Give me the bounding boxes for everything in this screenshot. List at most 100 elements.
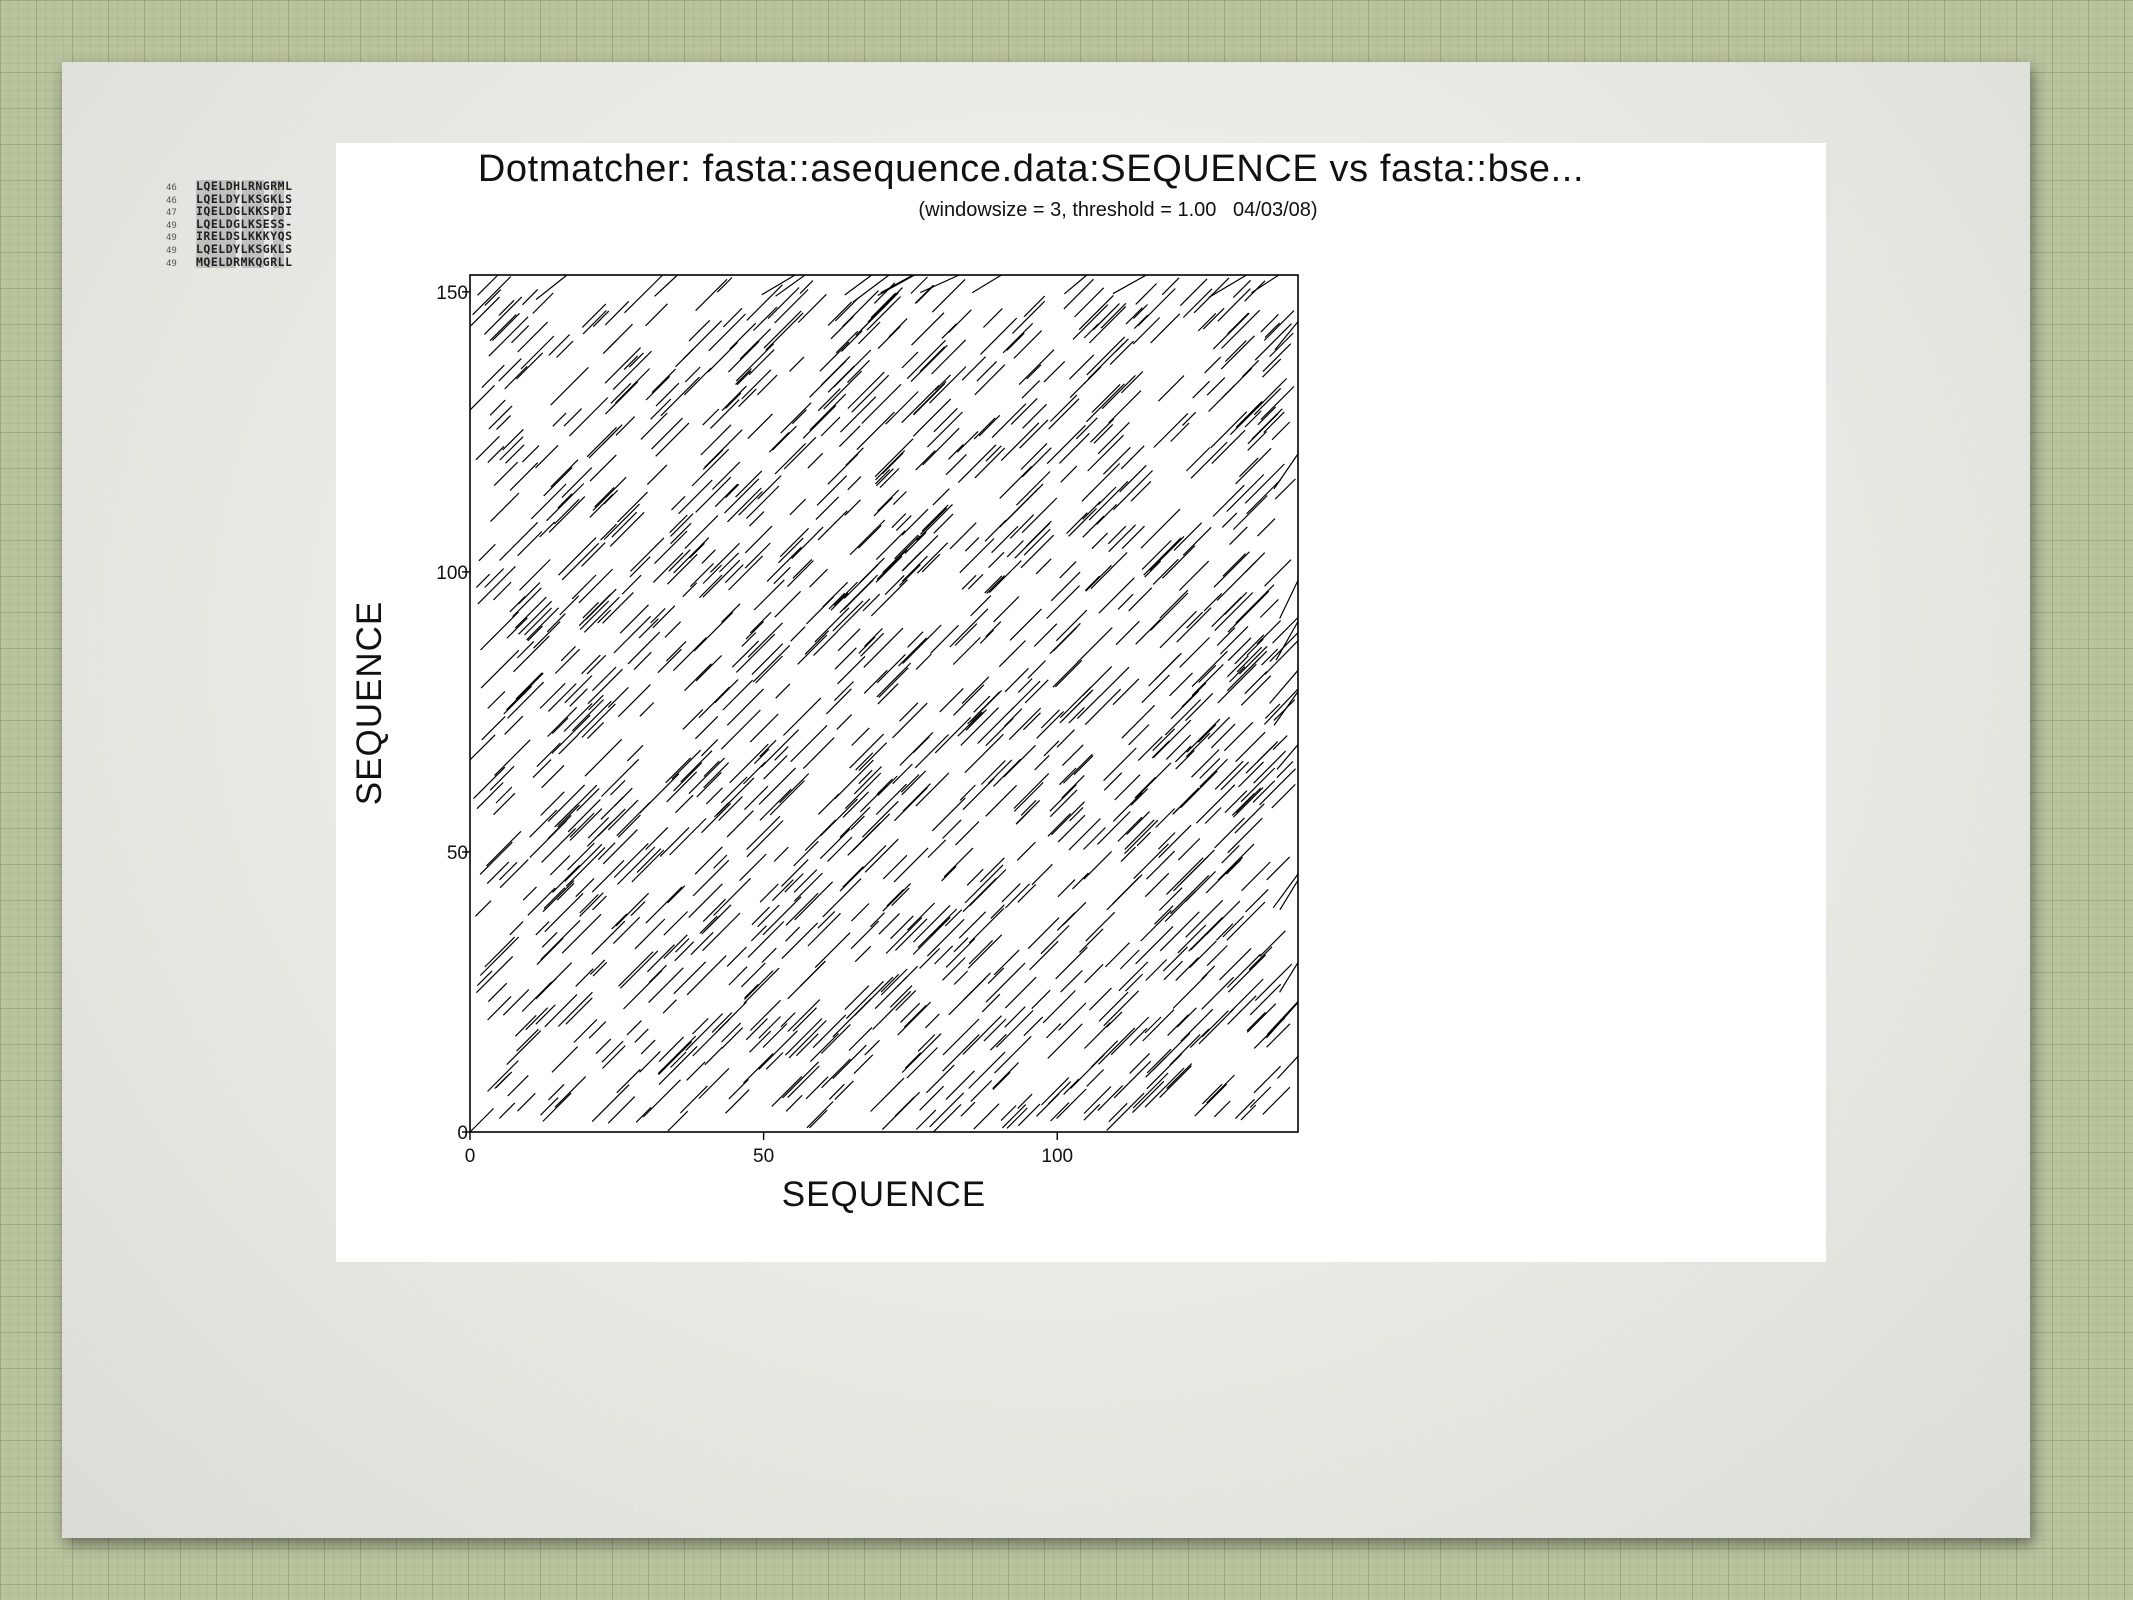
match-segments xyxy=(469,274,1299,1133)
match-segment xyxy=(540,919,581,961)
match-segment xyxy=(704,429,743,468)
match-segment xyxy=(839,867,864,892)
match-segment xyxy=(759,788,792,821)
match-segment xyxy=(509,595,526,613)
match-segment xyxy=(517,531,543,557)
match-segment xyxy=(926,918,965,957)
match-segment xyxy=(837,655,866,685)
match-segment xyxy=(1019,419,1049,449)
alignment-row: 46 LQELDHLRNGRML xyxy=(166,180,336,193)
match-segment xyxy=(912,398,952,437)
match-segment xyxy=(839,574,879,614)
match-segment xyxy=(759,739,777,758)
match-segment xyxy=(481,715,506,741)
match-segment xyxy=(1083,850,1113,880)
match-segment xyxy=(872,990,912,1030)
match-segment xyxy=(931,339,967,375)
match-segment xyxy=(595,1038,612,1055)
match-segment xyxy=(498,358,522,382)
match-segment xyxy=(1269,632,1299,663)
match-segment xyxy=(575,877,595,898)
match-segment xyxy=(529,820,568,859)
match-segment xyxy=(995,1009,1034,1048)
match-segment xyxy=(949,608,989,648)
match-segment xyxy=(1006,1107,1028,1129)
match-segment xyxy=(1276,744,1299,770)
match-segment xyxy=(511,325,530,344)
match-segment xyxy=(968,907,1005,944)
match-segment xyxy=(1197,312,1217,332)
match-segment xyxy=(543,887,566,910)
match-segment xyxy=(1137,736,1163,762)
match-segment xyxy=(621,574,642,595)
alignment-row-number: 49 xyxy=(166,258,177,269)
match-segment xyxy=(1000,1105,1017,1122)
match-segment xyxy=(893,787,928,822)
match-segment xyxy=(477,565,516,605)
match-segment xyxy=(1046,585,1080,619)
match-segment xyxy=(575,968,594,987)
match-segment xyxy=(1066,512,1088,534)
match-segment xyxy=(589,959,606,975)
match-segment xyxy=(1186,718,1221,753)
match-segment xyxy=(696,771,722,798)
match-segment xyxy=(910,276,928,294)
y-axis-label: SEQUENCE xyxy=(350,601,389,805)
match-segment xyxy=(579,894,599,914)
match-segment xyxy=(878,913,900,935)
match-segment xyxy=(1010,680,1041,711)
match-segment xyxy=(986,575,1006,594)
match-segment xyxy=(836,598,871,633)
match-segment xyxy=(1248,946,1273,971)
match-segment xyxy=(1227,637,1252,662)
match-segment xyxy=(1216,923,1234,941)
match-segment xyxy=(1214,817,1245,849)
match-segment xyxy=(1059,561,1077,579)
match-segment xyxy=(915,450,936,471)
match-segment xyxy=(720,776,748,804)
match-segment xyxy=(684,663,712,692)
match-segment xyxy=(773,846,789,862)
match-segment xyxy=(544,994,578,1028)
match-segment xyxy=(1275,621,1299,661)
match-segment xyxy=(541,931,558,948)
match-segment xyxy=(569,812,595,838)
match-segment xyxy=(487,445,505,464)
match-segment xyxy=(782,1061,820,1099)
match-segment xyxy=(714,483,739,508)
match-segment xyxy=(890,915,914,940)
match-segment xyxy=(724,478,760,514)
match-segment xyxy=(1056,729,1075,748)
match-segment xyxy=(924,1013,940,1029)
match-segment xyxy=(654,274,678,297)
match-segment xyxy=(898,637,928,667)
match-segment xyxy=(1109,340,1135,366)
match-segment xyxy=(1194,1083,1228,1117)
match-segment xyxy=(979,857,1005,883)
match-segment xyxy=(581,654,601,675)
match-segment xyxy=(774,746,789,761)
match-segment xyxy=(1229,978,1264,1014)
match-segment xyxy=(844,274,873,296)
match-segment xyxy=(742,761,766,785)
match-segment xyxy=(665,757,692,784)
match-segment xyxy=(631,849,665,883)
match-segment xyxy=(753,748,770,765)
match-segment xyxy=(615,416,636,436)
match-segment xyxy=(586,426,618,458)
match-segment xyxy=(526,607,560,641)
match-segment xyxy=(1244,463,1285,504)
match-segment xyxy=(820,416,841,437)
match-segment xyxy=(507,681,545,719)
match-segment xyxy=(1063,274,1088,295)
match-segment xyxy=(1021,497,1058,534)
match-segment xyxy=(504,365,528,390)
match-segment xyxy=(603,503,640,540)
match-segment xyxy=(518,582,541,605)
match-segment xyxy=(536,937,564,966)
match-segment xyxy=(640,412,668,440)
alignment-row: 47 IQELDGLKKSPDI xyxy=(166,205,336,218)
match-segment xyxy=(710,542,740,573)
match-segment xyxy=(1144,560,1162,578)
match-segment xyxy=(487,982,508,1003)
